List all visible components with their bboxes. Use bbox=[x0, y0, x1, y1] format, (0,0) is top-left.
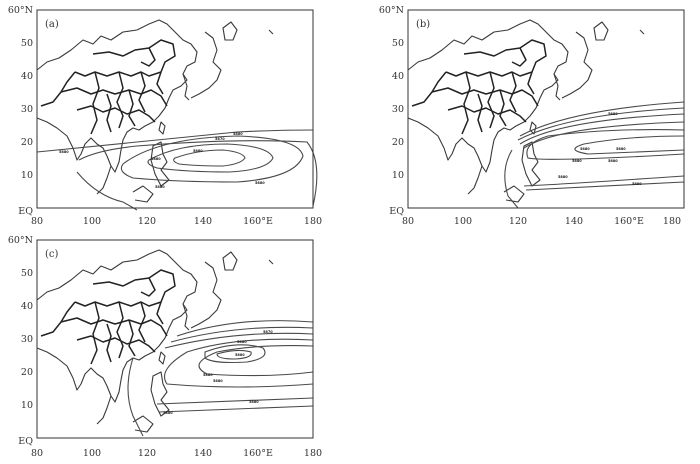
panel-c: 5870 5880 5880 5880 5880 5880 5880 (c) 6… bbox=[8, 235, 322, 459]
svg-text:EQ: EQ bbox=[18, 436, 33, 447]
contour-lines bbox=[36, 129, 318, 211]
contour-lines bbox=[127, 320, 314, 437]
map-coastlines bbox=[36, 19, 274, 203]
map-coastlines bbox=[407, 19, 645, 203]
contour-label: 5880 bbox=[213, 379, 223, 383]
map-frame bbox=[36, 9, 314, 209]
svg-text:10: 10 bbox=[21, 170, 33, 181]
x-axis-ticks: 80 100 120 140 160°E 180 bbox=[31, 448, 322, 459]
svg-text:140: 140 bbox=[194, 448, 212, 459]
svg-text:50: 50 bbox=[21, 38, 33, 49]
x-axis-ticks: 80 100 120 140 160°E 180 bbox=[402, 216, 681, 227]
svg-text:160°E: 160°E bbox=[243, 448, 273, 459]
svg-text:80: 80 bbox=[31, 216, 43, 227]
svg-text:40: 40 bbox=[392, 71, 404, 82]
contour-label: 5880 bbox=[203, 373, 213, 377]
x-axis-ticks: 80 100 120 140 160°E 180 bbox=[31, 216, 322, 227]
contour-label: 5880 bbox=[608, 112, 618, 116]
svg-text:100: 100 bbox=[454, 216, 472, 227]
svg-text:80: 80 bbox=[402, 216, 414, 227]
panel-a: 5880 5880 5870 5880 5880 5880 5880 (a) 6… bbox=[8, 5, 322, 227]
contour-lines bbox=[504, 101, 685, 209]
svg-text:60°N: 60°N bbox=[8, 235, 33, 246]
svg-text:EQ: EQ bbox=[389, 206, 404, 217]
contour-label: 5880 bbox=[193, 149, 203, 153]
svg-text:30: 30 bbox=[392, 104, 404, 115]
svg-text:180: 180 bbox=[304, 448, 322, 459]
contour-label: 5880 bbox=[632, 182, 642, 186]
contour-label: 5870 bbox=[215, 137, 225, 141]
contour-label: 5880 bbox=[237, 340, 247, 344]
svg-text:20: 20 bbox=[392, 137, 404, 148]
svg-text:40: 40 bbox=[21, 301, 33, 312]
svg-text:60°N: 60°N bbox=[379, 5, 404, 16]
svg-text:180: 180 bbox=[304, 216, 322, 227]
svg-text:120: 120 bbox=[138, 448, 156, 459]
svg-text:180: 180 bbox=[663, 216, 681, 227]
contour-label: 5870 bbox=[263, 330, 273, 334]
svg-text:100: 100 bbox=[83, 448, 101, 459]
y-axis-ticks: 60°N 50 40 30 20 10 EQ bbox=[379, 5, 404, 217]
svg-text:30: 30 bbox=[21, 334, 33, 345]
svg-text:60°N: 60°N bbox=[8, 5, 33, 16]
svg-text:20: 20 bbox=[21, 137, 33, 148]
svg-text:160°E: 160°E bbox=[614, 216, 644, 227]
map-frame bbox=[36, 239, 314, 439]
svg-text:50: 50 bbox=[21, 268, 33, 279]
svg-text:140: 140 bbox=[194, 216, 212, 227]
contour-label: 5880 bbox=[255, 181, 265, 185]
svg-text:EQ: EQ bbox=[18, 206, 33, 217]
contour-label: 5880 bbox=[233, 132, 243, 136]
contour-label: 5880 bbox=[608, 159, 618, 163]
panel-label: (a) bbox=[45, 19, 59, 30]
contour-label: 5880 bbox=[616, 147, 626, 151]
panel-label: (c) bbox=[45, 249, 59, 260]
contour-label: 5880 bbox=[558, 175, 568, 179]
svg-text:50: 50 bbox=[392, 38, 404, 49]
svg-text:10: 10 bbox=[392, 170, 404, 181]
svg-text:140: 140 bbox=[565, 216, 583, 227]
svg-text:80: 80 bbox=[31, 448, 43, 459]
svg-text:30: 30 bbox=[21, 104, 33, 115]
svg-text:10: 10 bbox=[21, 400, 33, 411]
contour-label: 5880 bbox=[59, 150, 69, 154]
map-frame bbox=[407, 9, 685, 209]
svg-text:120: 120 bbox=[509, 216, 527, 227]
svg-text:160°E: 160°E bbox=[243, 216, 273, 227]
contour-label: 5880 bbox=[572, 159, 582, 163]
contour-label: 5880 bbox=[163, 411, 173, 415]
contour-label: 5880 bbox=[249, 400, 259, 404]
svg-text:100: 100 bbox=[83, 216, 101, 227]
y-axis-ticks: 60°N 50 40 30 20 10 EQ bbox=[8, 5, 33, 217]
panel-label: (b) bbox=[416, 19, 430, 30]
y-axis-ticks: 60°N 50 40 30 20 10 EQ bbox=[8, 235, 33, 447]
contour-label: 5880 bbox=[235, 353, 245, 357]
svg-text:40: 40 bbox=[21, 71, 33, 82]
svg-text:20: 20 bbox=[21, 367, 33, 378]
contour-label: 5880 bbox=[155, 185, 165, 189]
panel-b: 5880 5880 5880 5880 5880 5880 5880 (b) 6… bbox=[379, 5, 685, 227]
svg-text:120: 120 bbox=[138, 216, 156, 227]
contour-label: 5880 bbox=[580, 147, 590, 151]
contour-label: 5880 bbox=[151, 157, 161, 161]
